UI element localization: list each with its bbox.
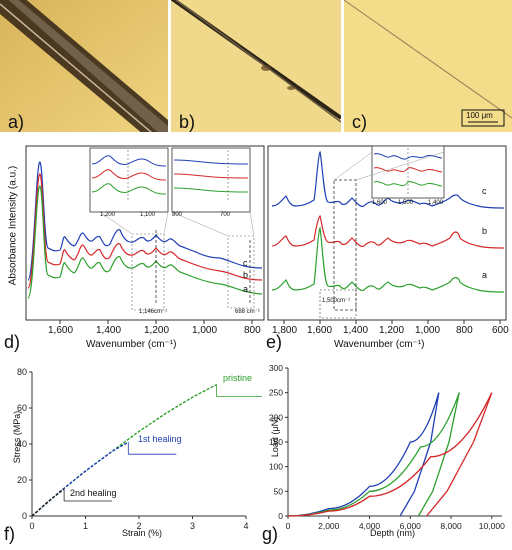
panel-g-loading-2 <box>287 392 493 517</box>
panel-g-ytick-label: 50 <box>274 486 284 496</box>
panel-g-unloading-1 <box>417 392 460 517</box>
panel-g-loading-0 <box>287 392 440 517</box>
panel-d-annotation-688: 688 cm⁻¹ <box>235 309 260 315</box>
panel-f-ytick-label: 20 <box>17 475 27 485</box>
panel-e-inset-tick-1500: 1,500 <box>398 200 414 206</box>
panel-g-xtick-label: 0 <box>286 521 291 531</box>
panel-e-xtick-800: 800 <box>456 325 473 336</box>
panel-f-series-0 <box>31 383 217 517</box>
panel-f-label-2nd-healing: 2nd healing <box>70 488 117 498</box>
panel-f-ytick-label: 80 <box>17 367 27 377</box>
panel-f-xlabel: Strain (%) <box>122 528 163 538</box>
panel-f-xtick-label: 1 <box>83 521 88 531</box>
panel-e-xtick-1600: 1,600 <box>307 325 333 336</box>
panel-e-inset-tick-1600: 1,600 <box>372 200 388 206</box>
panel-d-ylabel: Absorbance Intensity (a.u.) <box>7 165 19 286</box>
panel-d-xlabel: Wavenumber (cm⁻¹) <box>86 339 177 350</box>
panel-f-xtick-label: 0 <box>29 521 34 531</box>
panel-d-xtick-1000: 1,000 <box>192 325 218 336</box>
panel-d-inset2-tick-800: 800 <box>172 212 183 218</box>
panel-f-series-2 <box>31 488 65 517</box>
panel-f-xtick-label: 4 <box>243 521 248 531</box>
panel-g-xtick-label: 8,000 <box>440 521 462 531</box>
panel-f-series-1 <box>31 441 129 517</box>
panel-e-inset-tick-1400: 1,400 <box>428 200 444 206</box>
panel-g-xlabel: Depth (nm) <box>370 528 416 538</box>
panel-e-xtick-600: 600 <box>492 325 509 336</box>
photo-c-letter: c) <box>352 112 367 132</box>
panel-d-xtick-1200: 1,200 <box>144 325 170 336</box>
panel-f-ytick-label: 40 <box>17 439 27 449</box>
panel-g-ytick-label: 200 <box>269 412 283 422</box>
panel-f-ytick-label: 60 <box>17 403 27 413</box>
panel-e-trace-a: a <box>482 270 488 280</box>
panel-d-inset2-tick-700: 700 <box>220 212 231 218</box>
panel-f-xtick-label: 2 <box>136 521 141 531</box>
panel-g-xtick-label: 10,000 <box>479 521 505 531</box>
panel-f-label-1st-healing: 1st healing <box>138 434 182 444</box>
panel-d-spectra <box>25 145 265 324</box>
scale-bar-label: 100 μm <box>466 111 493 120</box>
panel-d-annotation-1146: 1,146cm⁻¹ <box>139 309 168 315</box>
panel-g-letter: g) <box>262 524 279 544</box>
panel-d-xtick-1600: 1,600 <box>48 325 74 336</box>
micrograph-c <box>344 0 512 132</box>
panel-e-annotation-1500: 1,500cm⁻¹ <box>322 298 351 304</box>
panel-e-xtick-1400: 1,400 <box>343 325 369 336</box>
panel-g-unloading-2 <box>426 392 493 517</box>
panel-d-inset1-tick-1200: 1,200 <box>100 212 116 218</box>
panel-f-letter: f) <box>4 524 15 544</box>
panel-d-trace-a: a <box>243 284 249 294</box>
panel-g-ytick-label: 300 <box>269 363 283 373</box>
photo-b-letter: b) <box>179 112 196 132</box>
panel-e-trace-b: b <box>482 226 488 236</box>
panel-g-ytick-label: 0 <box>278 511 283 521</box>
panel-d-xtick-1400: 1,400 <box>96 325 122 336</box>
panel-f-label-pristine: pristine <box>223 373 253 383</box>
panel-g-chart: 0 2,000 4,000 6,000 8,000 10,000 0 50 100 150 200 2… <box>269 363 505 531</box>
micrograph-b <box>171 0 341 132</box>
panel-d-inset1-tick-1100: 1,100 <box>140 212 156 218</box>
panel-f-xtick-label: 3 <box>190 521 195 531</box>
panel-d-trace-c: c <box>243 258 248 268</box>
panel-d-letter: d) <box>4 332 21 352</box>
panel-g-xtick-label: 6,000 <box>400 521 422 531</box>
panel-g-ylabel: Load (μN) <box>270 416 280 458</box>
panel-e-xtick-1800: 1,800 <box>272 325 298 336</box>
panel-g-ytick-label: 150 <box>269 437 283 447</box>
panel-f-ylabel: Stress (MPa) <box>12 410 22 464</box>
panel-g-ytick-label: 250 <box>269 388 283 398</box>
photo-a-letter: a) <box>8 112 25 132</box>
panel-g-xtick-label: 4,000 <box>359 521 381 531</box>
panel-d-xtick-800: 800 <box>244 325 261 336</box>
panel-e-xlabel: Wavenumber (cm⁻¹) <box>334 339 425 350</box>
panel-e-letter: e) <box>266 332 283 352</box>
panel-g-xtick-label: 2,000 <box>318 521 340 531</box>
panel-d-trace-b: b <box>243 270 249 280</box>
panel-e-spectra <box>267 145 507 324</box>
panel-f-ytick-label: 0 <box>22 511 27 521</box>
micrograph-a <box>0 0 168 132</box>
panel-e-xtick-1200: 1,200 <box>379 325 405 336</box>
panel-e-xtick-1000: 1,000 <box>415 325 441 336</box>
panel-g-ytick-label: 100 <box>269 462 283 472</box>
panel-e-trace-c: c <box>482 186 487 196</box>
